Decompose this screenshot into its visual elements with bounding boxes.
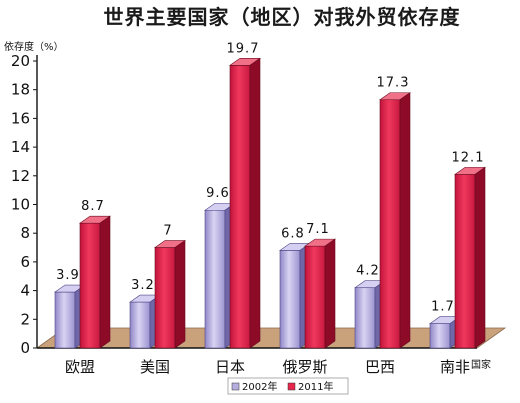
data-label: 19.7 <box>227 41 260 56</box>
bar-front <box>79 222 101 349</box>
bar-front <box>204 209 226 349</box>
y-tick-label: 6 <box>20 253 30 271</box>
y-tick-label: 10 <box>11 196 30 214</box>
bar-front <box>54 291 76 349</box>
bar <box>154 239 186 349</box>
bar <box>304 238 336 349</box>
bar-side <box>474 166 486 349</box>
bar-front <box>229 65 251 349</box>
bar-front <box>379 99 401 349</box>
y-tick-label: 18 <box>11 81 30 99</box>
x-category-label: 巴西 <box>365 358 395 376</box>
legend-label: 2002年 <box>242 380 277 393</box>
data-label: 3.2 <box>131 278 155 293</box>
data-label: 8.7 <box>81 199 105 214</box>
bar-side <box>324 238 336 349</box>
bar-side <box>99 215 111 349</box>
x-category-label: 美国 <box>140 358 170 376</box>
legend-label: 2011年 <box>298 380 333 393</box>
y-tick-label: 2 <box>20 310 30 328</box>
bar-side <box>249 57 261 349</box>
legend-swatch <box>287 382 296 391</box>
x-axis-label: 国家 <box>471 358 491 371</box>
y-tick-label: 8 <box>20 224 30 242</box>
bar <box>79 215 111 349</box>
data-label: 7 <box>163 224 172 239</box>
bar-front <box>279 250 301 349</box>
y-tick-label: 4 <box>20 282 30 300</box>
legend-swatch <box>231 382 240 391</box>
bar-side <box>174 239 186 349</box>
bar-front <box>129 301 151 349</box>
y-tick-label: 14 <box>11 138 30 156</box>
x-category-label: 日本 <box>215 358 245 376</box>
bar-front <box>454 174 476 349</box>
bar-front <box>154 247 176 349</box>
data-label: 7.1 <box>306 222 330 237</box>
data-label: 6.8 <box>281 226 305 241</box>
y-tick-label: 0 <box>20 339 30 357</box>
y-tick-label: 12 <box>11 167 30 185</box>
y-axis-label: 依存度（%） <box>4 40 64 53</box>
chart-title: 世界主要国家（地区）对我外贸依存度 <box>104 5 461 29</box>
x-category-label: 南非 <box>440 358 470 376</box>
x-category-label: 俄罗斯 <box>282 358 327 376</box>
x-category-label: 欧盟 <box>65 358 95 376</box>
bar-front <box>354 287 376 349</box>
bar <box>379 92 411 349</box>
bar <box>229 57 261 349</box>
data-label: 3.9 <box>56 268 80 283</box>
y-tick-label: 16 <box>11 109 30 127</box>
data-label: 12.1 <box>452 150 485 165</box>
data-label: 4.2 <box>356 264 380 279</box>
y-tick-label: 20 <box>11 52 30 70</box>
data-label: 17.3 <box>377 76 410 91</box>
bar <box>454 166 486 349</box>
data-label: 9.6 <box>206 186 230 201</box>
bar-front <box>429 323 451 349</box>
data-label: 1.7 <box>431 300 455 315</box>
bar-side <box>399 92 411 349</box>
bar-front <box>304 245 326 349</box>
